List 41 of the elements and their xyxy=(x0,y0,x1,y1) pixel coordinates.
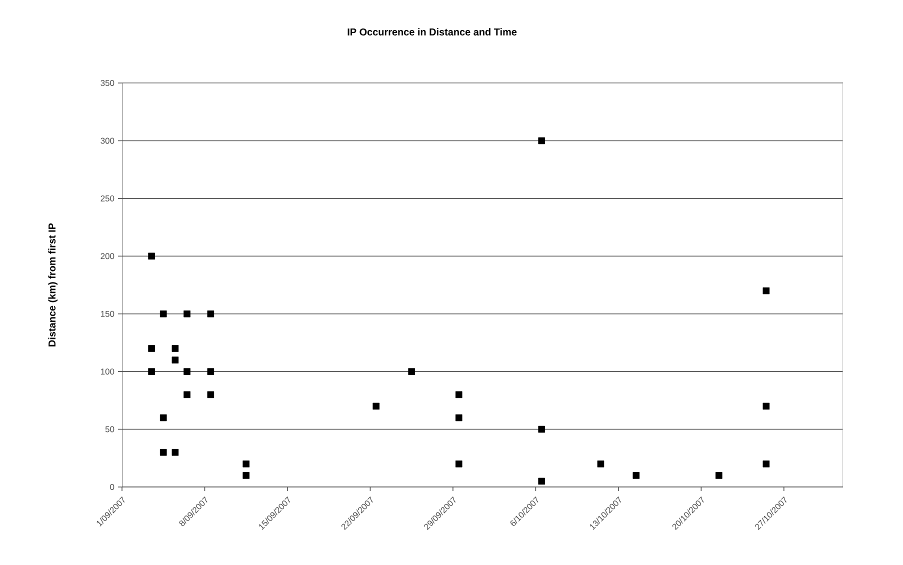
point xyxy=(160,448,167,456)
point xyxy=(408,368,415,375)
point xyxy=(148,368,155,375)
point xyxy=(148,345,155,352)
y-tick-label: 50 xyxy=(105,426,114,432)
point xyxy=(172,448,179,456)
point xyxy=(184,310,190,318)
point xyxy=(762,460,770,468)
point xyxy=(207,368,214,375)
point xyxy=(538,137,545,144)
point xyxy=(184,368,190,375)
point xyxy=(148,252,155,260)
point xyxy=(372,402,380,410)
point xyxy=(207,310,214,318)
point xyxy=(207,391,214,398)
point xyxy=(172,345,179,352)
point xyxy=(538,426,545,433)
y-tick-label: 200 xyxy=(100,253,114,260)
point xyxy=(455,391,462,398)
point xyxy=(160,414,167,422)
point xyxy=(762,287,770,294)
point xyxy=(160,310,167,318)
point xyxy=(455,414,462,422)
point xyxy=(242,460,250,468)
point xyxy=(242,472,250,479)
chart-title: IP Occurrence in Distance and Time xyxy=(348,28,517,36)
point xyxy=(762,402,770,410)
y-tick-label: 350 xyxy=(100,80,114,86)
y-tick-label: 0 xyxy=(110,484,114,490)
point xyxy=(597,460,604,468)
point xyxy=(172,356,179,364)
y-tick-label: 100 xyxy=(100,368,114,375)
point xyxy=(715,472,722,479)
y-tick-label: 150 xyxy=(100,310,114,317)
y-tick-label: 250 xyxy=(100,195,114,202)
point xyxy=(455,460,462,468)
point xyxy=(632,472,640,479)
point xyxy=(184,391,190,398)
y-tick-label: 300 xyxy=(100,138,114,144)
y-axis-title: Distance (km) from first IP xyxy=(48,223,58,346)
point xyxy=(538,478,545,485)
